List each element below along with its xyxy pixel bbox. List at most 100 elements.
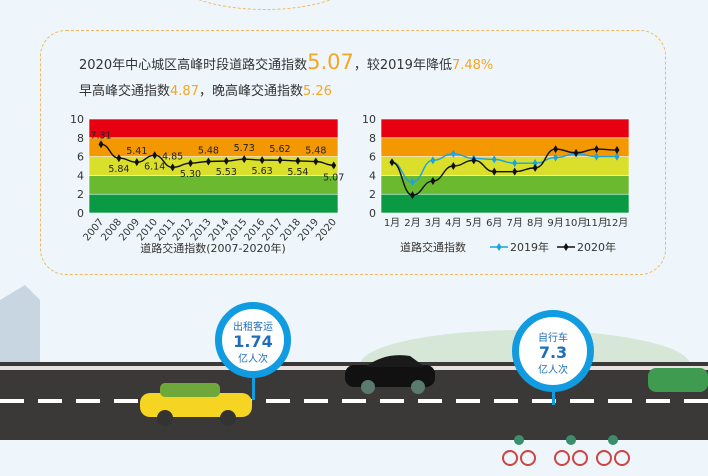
monthly-point-2019年 [512,159,518,168]
monthly-point-2020年 [573,148,579,157]
bicycle-icon [572,450,588,466]
monthly-point-2020年 [450,162,456,170]
monthly-point-2020年 [512,167,518,176]
monthly-y-tick: 6 [369,151,376,164]
annual-band-0-2 [88,193,339,214]
bicycle-icon [614,450,630,466]
morning-peak-value: 4.87 [170,84,199,99]
annual-data-label: 5.41 [126,146,147,157]
monthly-point-2020年 [409,191,415,200]
annual-data-label: 6.14 [144,161,165,172]
bicycle-icon [554,450,570,466]
taxi-pin [252,370,255,400]
building-decoration [0,285,40,362]
summary-line-1: 2020年中心城区高峰时段道路交通指数5.07，较2019年降低7.48% [79,50,493,74]
monthly-point-2020年 [389,158,395,167]
annual-data-label: 5.62 [269,144,290,155]
annual-data-label: 5.48 [198,145,219,156]
monthly-x-tick: 6月 [486,217,502,229]
monthly-point-2019年 [553,153,559,162]
annual-data-label: 5.63 [252,166,273,177]
monthly-point-2020年 [553,145,559,154]
summary-text: ，晚高峰交通指数 [198,84,303,99]
index-2020-value: 5.07 [307,50,354,74]
monthly-band-4-6 [380,156,630,176]
legend-title: 道路交通指数 [400,240,466,254]
annual-data-label: 5.54 [287,167,308,178]
monthly-point-2019年 [594,152,599,161]
annual-data-label: 4.85 [162,151,183,162]
annual-point [313,157,319,166]
annual-band-8-10 [88,118,339,139]
annual-point [241,155,247,164]
bicycle-icon [520,450,536,466]
annual-data-label: 5.48 [305,145,326,156]
monthly-x-tick: 11月 [585,217,608,229]
annual-data-label: 7.31 [90,130,111,141]
annual-point [170,163,176,172]
taxi-unit: 亿人次 [238,354,268,365]
annual-x-tick: 2020 [314,217,339,244]
annual-y-tick: 10 [70,113,84,126]
monthly-x-tick: 2月 [404,217,420,229]
annual-point [116,154,122,163]
annual-point [152,151,158,160]
monthly-point-2020年 [430,177,436,186]
taxi-value: 1.74 [233,332,273,351]
legend-swatch-marker [496,243,502,251]
annual-point [259,156,265,165]
taxi-title: 出租客运 [233,322,273,333]
summary-line-2: 早高峰交通指数4.87，晚高峰交通指数5.26 [79,80,332,99]
monthly-point-2020年 [594,145,599,154]
monthly-point-2019年 [409,177,415,186]
annual-y-tick: 6 [77,151,84,164]
annual-y-tick: 0 [77,207,84,220]
monthly-x-tick: 7月 [507,217,523,229]
annual-y-tick: 4 [77,169,84,182]
annual-point [331,161,337,170]
annual-point [295,156,301,165]
bike-bubble: 自行车 7.3 亿人次 [512,310,594,392]
annual-y-tick: 2 [77,188,84,201]
monthly-point-2020年 [614,146,620,155]
taxi-roof [160,383,220,397]
monthly-x-tick: 10月 [565,217,588,229]
annual-point [223,157,229,166]
taxi-wheel [157,410,173,426]
monthly-point-2019年 [450,149,456,158]
monthly-point-2020年 [491,167,497,176]
evening-peak-value: 5.26 [302,84,332,99]
monthly-point-2019年 [532,159,538,168]
summary-text: 2020年中心城区高峰时段道路交通指数 [79,58,308,73]
monthly-band-6-8 [380,137,630,157]
annual-point [188,159,193,168]
legend-swatch-marker [563,243,569,251]
monthly-point-2019年 [491,155,497,164]
traffic-index-panel [40,30,666,275]
car-wheel [411,380,425,394]
monthly-band-8-10 [380,118,630,139]
annual-point [205,157,211,166]
monthly-y-tick: 10 [362,113,376,126]
bicycle-icon [502,450,518,466]
monthly-point-2019年 [614,152,620,161]
car-wheel [361,380,375,394]
monthly-x-tick: 5月 [466,217,482,229]
annual-band-2-4 [88,175,339,195]
annual-data-label: 5.73 [234,143,255,154]
bicycle-icon [596,450,612,466]
monthly-y-tick: 4 [369,169,376,182]
annual-data-label: 5.07 [323,172,344,183]
monthly-x-tick: 9月 [547,217,563,229]
annual-point [277,156,283,165]
annual-point [98,140,104,149]
monthly-band-0-2 [380,193,630,214]
cyclist-icon [566,435,576,445]
monthly-x-tick: 12月 [606,217,629,229]
taxi-wheel [220,410,236,426]
cyclist-icon [608,435,618,445]
bike-pin [552,385,555,405]
cyclist-icon [514,435,524,445]
annual-data-label: 5.53 [216,167,237,178]
